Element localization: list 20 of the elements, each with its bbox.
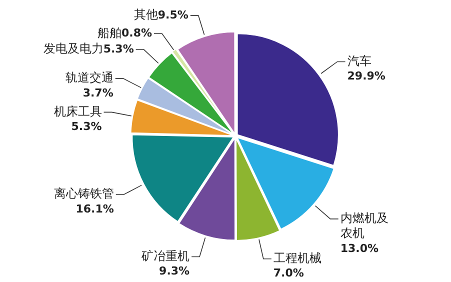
slice-label: 机床工具	[54, 104, 102, 118]
data-label: 5.3%	[103, 42, 134, 56]
data-label: 7.0%	[273, 266, 304, 280]
slice-label: 船舶	[98, 26, 122, 40]
slice-label: 离心铸铁管	[54, 186, 114, 201]
slice-label: 矿冶重机	[140, 248, 190, 263]
data-label: 5.3%	[71, 120, 102, 134]
data-label: 9.5%	[158, 8, 188, 22]
data-label: 16.1%	[76, 202, 114, 216]
slice-label: 轨道交通	[65, 70, 114, 85]
slice-label: 工程机械	[273, 250, 322, 265]
data-label: 13.0%	[340, 242, 379, 255]
slice-label: 其他	[134, 8, 158, 22]
data-label: 9.3%	[159, 264, 190, 278]
slice-label: 内燃机及农机	[340, 211, 388, 240]
slice-label: 汽车	[347, 54, 372, 68]
slice-label: 发电及电力	[43, 42, 104, 56]
data-label: 0.8%	[122, 26, 152, 40]
data-label: 29.9%	[347, 70, 386, 83]
data-label: 3.7%	[82, 86, 114, 100]
